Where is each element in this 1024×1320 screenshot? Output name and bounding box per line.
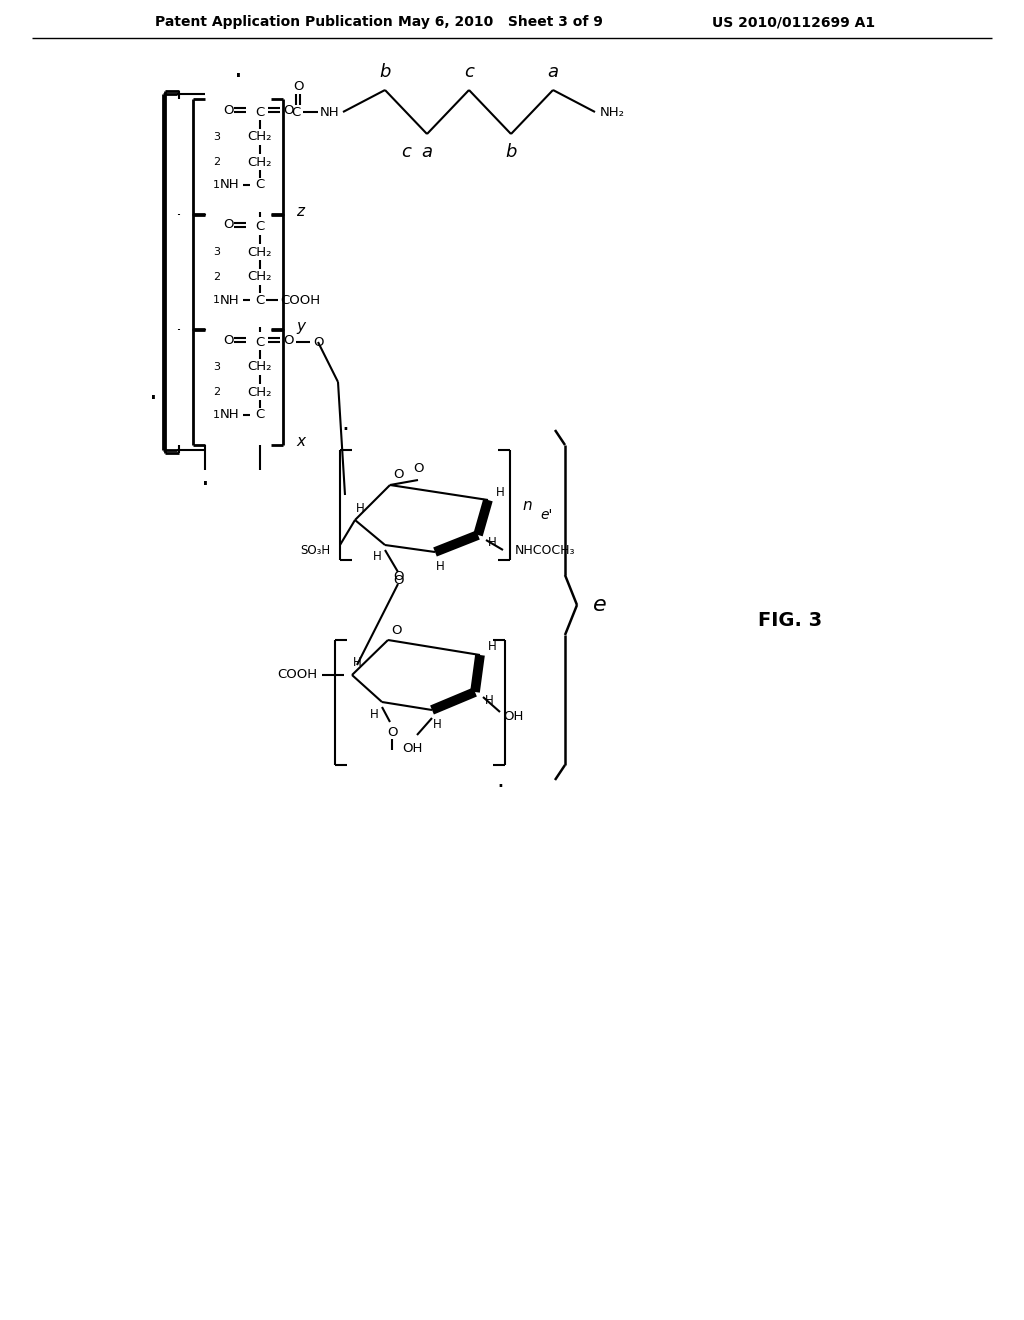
- Text: H: H: [352, 656, 361, 669]
- Text: H: H: [370, 708, 379, 721]
- Text: 1: 1: [213, 294, 220, 305]
- Text: 3: 3: [213, 362, 220, 372]
- Text: COOH: COOH: [276, 668, 317, 681]
- Text: CH₂: CH₂: [248, 385, 272, 399]
- Text: NHCOCH₃: NHCOCH₃: [515, 544, 575, 557]
- Text: O: O: [293, 79, 303, 92]
- Text: O: O: [391, 623, 401, 636]
- Text: C: C: [255, 178, 264, 191]
- Text: O: O: [312, 335, 324, 348]
- Text: SO₃H: SO₃H: [300, 544, 330, 557]
- Text: z: z: [296, 203, 304, 219]
- Text: O: O: [393, 573, 403, 586]
- Text: H: H: [496, 486, 505, 499]
- Text: C: C: [255, 106, 264, 119]
- Text: O: O: [387, 726, 397, 738]
- Text: H: H: [435, 560, 444, 573]
- Text: n: n: [522, 498, 531, 512]
- Text: e: e: [593, 595, 607, 615]
- Text: CH₂: CH₂: [248, 246, 272, 259]
- Text: ·: ·: [341, 418, 349, 442]
- Text: b: b: [379, 63, 391, 81]
- Text: 3: 3: [213, 247, 220, 257]
- Text: b: b: [505, 143, 517, 161]
- Text: CH₂: CH₂: [248, 156, 272, 169]
- Text: 2: 2: [213, 157, 220, 168]
- Text: CH₂: CH₂: [248, 131, 272, 144]
- Text: O: O: [223, 103, 233, 116]
- Text: CH₂: CH₂: [248, 360, 272, 374]
- Text: 3: 3: [213, 132, 220, 143]
- Text: ·: ·: [496, 775, 504, 799]
- Text: C: C: [255, 220, 264, 234]
- Text: y: y: [296, 318, 305, 334]
- Text: e': e': [540, 508, 552, 521]
- Text: c: c: [464, 63, 474, 81]
- Text: O: O: [283, 334, 293, 346]
- Text: O: O: [413, 462, 423, 474]
- Text: ·: ·: [233, 63, 243, 91]
- Text: NH: NH: [321, 106, 340, 119]
- Text: CH₂: CH₂: [248, 271, 272, 284]
- Text: FIG. 3: FIG. 3: [758, 610, 822, 630]
- Text: ·: ·: [201, 471, 210, 499]
- Text: 1: 1: [213, 411, 220, 420]
- Text: US 2010/0112699 A1: US 2010/0112699 A1: [712, 15, 874, 29]
- Text: x: x: [296, 433, 305, 449]
- Text: May 6, 2010   Sheet 3 of 9: May 6, 2010 Sheet 3 of 9: [397, 15, 602, 29]
- Text: H: H: [373, 550, 381, 564]
- Text: H: H: [355, 502, 365, 515]
- Text: NH₂: NH₂: [600, 106, 625, 119]
- Text: C: C: [255, 335, 264, 348]
- Text: ·: ·: [148, 384, 158, 413]
- Text: a: a: [422, 143, 432, 161]
- Text: COOH: COOH: [280, 293, 321, 306]
- Text: OH: OH: [401, 742, 422, 755]
- Text: 1: 1: [213, 180, 220, 190]
- Text: C: C: [255, 293, 264, 306]
- Text: O: O: [393, 570, 403, 583]
- Text: c: c: [401, 143, 411, 161]
- Text: C: C: [292, 106, 301, 119]
- Text: 2: 2: [213, 272, 220, 282]
- Text: NH: NH: [220, 408, 240, 421]
- Text: a: a: [548, 63, 558, 81]
- Text: 2: 2: [213, 387, 220, 397]
- Text: O: O: [283, 103, 293, 116]
- Text: Patent Application Publication: Patent Application Publication: [155, 15, 393, 29]
- Text: NH: NH: [220, 293, 240, 306]
- Text: H: H: [487, 640, 497, 653]
- Text: C: C: [255, 408, 264, 421]
- Text: O: O: [223, 334, 233, 346]
- Text: H: H: [432, 718, 441, 730]
- Text: O: O: [223, 219, 233, 231]
- Text: H: H: [484, 693, 494, 706]
- Text: H: H: [487, 536, 497, 549]
- Text: NH: NH: [220, 178, 240, 191]
- Text: O: O: [393, 469, 403, 482]
- Text: OH: OH: [503, 710, 523, 723]
